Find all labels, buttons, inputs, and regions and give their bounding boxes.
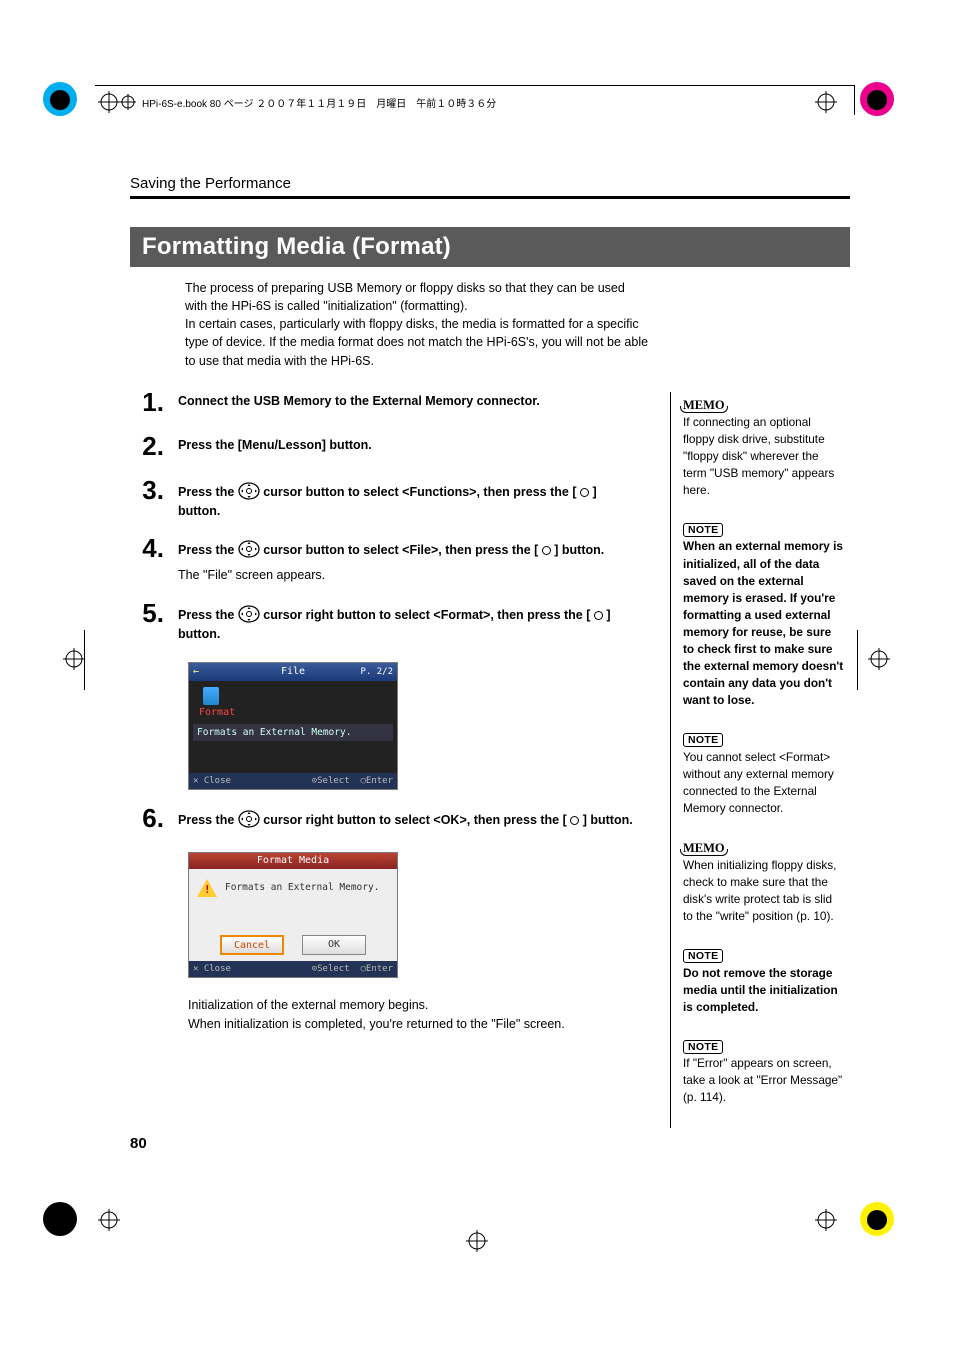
scr2-enter: ○Enter	[360, 964, 393, 974]
running-header: Saving the Performance	[130, 175, 850, 192]
scr1-title: File	[281, 666, 305, 677]
step-1: 1 Connect the USB Memory to the External…	[130, 392, 640, 418]
note-heading: NOTE	[683, 1040, 723, 1054]
side-column: MEMO If connecting an optional floppy di…	[670, 392, 845, 1129]
scr1-page: P. 2/2	[360, 667, 393, 677]
step-num: 5	[130, 600, 164, 626]
step-5: 5 Press the cursor right button to selec…	[130, 603, 640, 644]
cursor-icon	[238, 808, 260, 830]
step-4-sub: The "File" screen appears.	[178, 566, 640, 585]
step-4: 4 Press the cursor button to select <Fil…	[130, 538, 640, 585]
intro-p1: The process of preparing USB Memory or f…	[185, 279, 650, 315]
step-6: 6 Press the cursor right button to selec…	[130, 808, 640, 834]
cursor-icon	[238, 480, 260, 502]
format-media-screen: Format Media Formats an External Memory.…	[188, 852, 640, 978]
scr2-close: ✕ Close	[193, 964, 231, 974]
step-4-mid: cursor button to select <File>, then pre…	[263, 543, 542, 557]
reg-mark-br	[815, 1209, 837, 1231]
reg-mark-bl	[98, 1209, 120, 1231]
memo-1-text: If connecting an optional floppy disk dr…	[683, 414, 845, 499]
circle-o-icon	[542, 546, 551, 555]
scr1-desc: Formats an External Memory.	[193, 724, 393, 741]
scr2-title: Format Media	[189, 853, 397, 869]
swatch-black-bl	[43, 1202, 77, 1236]
outro-2: When initialization is completed, you're…	[188, 1015, 640, 1034]
reg-mark-bc	[466, 1230, 488, 1252]
step-2: 2 Press the [Menu/Lesson] button.	[130, 436, 640, 462]
step-4-post: ] button.	[551, 543, 604, 557]
ok-button: OK	[302, 935, 366, 955]
note-4-text: If "Error" appears on screen, take a loo…	[683, 1055, 845, 1106]
page-number: 80	[130, 1135, 147, 1152]
step-1-text: Connect the USB Memory to the External M…	[178, 394, 540, 408]
note-2-text: You cannot select <Format> without any e…	[683, 749, 845, 817]
back-icon: ←	[193, 666, 199, 677]
step-4-pre: Press the	[178, 543, 238, 557]
step-num: 6	[130, 805, 164, 831]
cursor-icon	[238, 538, 260, 560]
scr1-enter: ○Enter	[360, 776, 393, 786]
crop-line-l	[84, 630, 85, 690]
step-5-mid: cursor right button to select <Format>, …	[263, 608, 594, 622]
memo-heading: MEMO	[683, 841, 725, 856]
step-num: 3	[130, 477, 164, 503]
reg-mark-ml	[63, 648, 85, 670]
step-6-post: ] button.	[579, 813, 632, 827]
circle-o-icon	[580, 488, 589, 497]
scr1-select: ⊙Select	[312, 776, 350, 786]
crop-line-r	[857, 630, 858, 690]
warning-icon	[197, 879, 217, 897]
disk-icon	[203, 687, 219, 705]
swatch-black-tl	[50, 90, 70, 110]
intro-text: The process of preparing USB Memory or f…	[185, 279, 650, 370]
step-2-text: Press the [Menu/Lesson] button.	[178, 438, 372, 452]
memo-heading: MEMO	[683, 398, 725, 413]
cursor-icon	[238, 603, 260, 625]
scr2-msg: Formats an External Memory.	[225, 882, 379, 893]
step-num: 1	[130, 389, 164, 415]
step-3-mid: cursor button to select <Functions>, the…	[263, 485, 580, 499]
step-num: 4	[130, 535, 164, 561]
outro-1: Initialization of the external memory be…	[188, 996, 640, 1015]
note-1-text: When an external memory is initialized, …	[683, 538, 845, 709]
step-6-mid: cursor right button to select <OK>, then…	[263, 813, 570, 827]
swatch-black-br2	[867, 1210, 887, 1230]
scr1-close: ✕ Close	[193, 776, 231, 786]
swatch-black-tr2	[867, 90, 887, 110]
cancel-button: Cancel	[220, 935, 284, 955]
circle-o-icon	[570, 816, 579, 825]
crop-border-t	[95, 85, 855, 115]
note-heading: NOTE	[683, 949, 723, 963]
page-title-bar: Formatting Media (Format)	[130, 227, 850, 267]
scr2-select: ⊙Select	[312, 964, 350, 974]
step-6-pre: Press the	[178, 813, 238, 827]
step-num: 2	[130, 433, 164, 459]
main-column: 1 Connect the USB Memory to the External…	[130, 392, 640, 1129]
file-screen: ← File P. 2/2 Format Formats an External…	[188, 662, 640, 790]
note-3-text: Do not remove the storage media until th…	[683, 965, 845, 1016]
format-label: Format	[199, 707, 393, 718]
step-3: 3 Press the cursor button to select <Fun…	[130, 480, 640, 521]
intro-p2: In certain cases, particularly with flop…	[185, 315, 650, 369]
step-5-pre: Press the	[178, 608, 238, 622]
header-rule	[130, 196, 850, 199]
step-3-pre: Press the	[178, 485, 238, 499]
note-heading: NOTE	[683, 733, 723, 747]
note-heading: NOTE	[683, 523, 723, 537]
circle-o-icon	[594, 611, 603, 620]
reg-mark-mr	[868, 648, 890, 670]
memo-2-text: When initializing floppy disks, check to…	[683, 857, 845, 925]
